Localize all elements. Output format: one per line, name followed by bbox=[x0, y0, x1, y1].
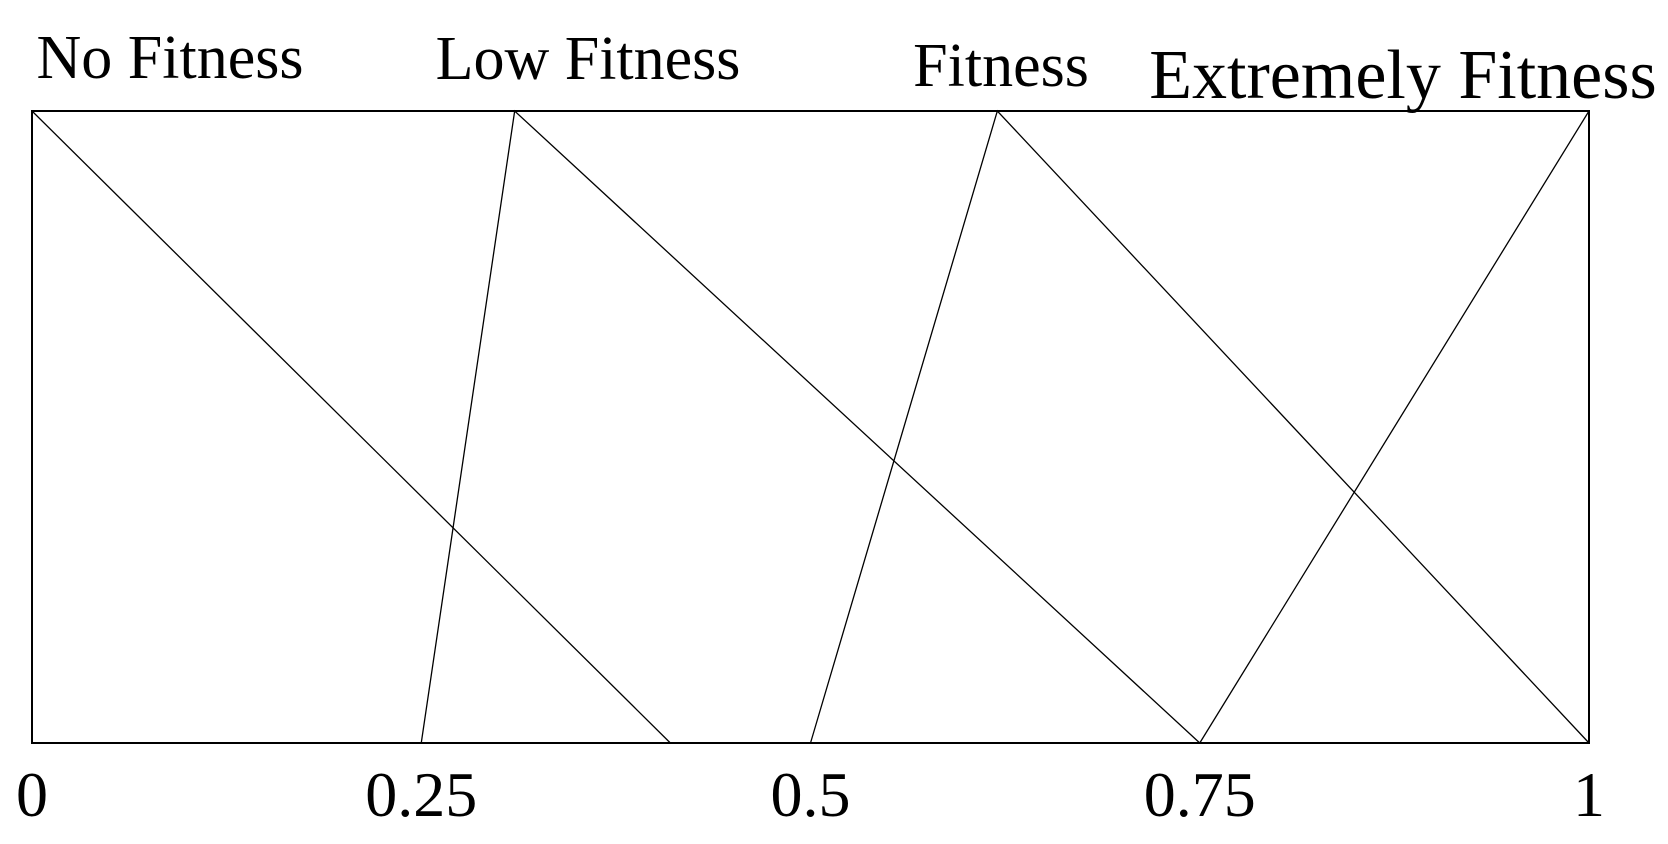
x-tick-label-0-25: 0.25 bbox=[365, 759, 478, 830]
plot-border bbox=[31, 110, 1590, 744]
x-tick-label-0-75: 0.75 bbox=[1143, 759, 1256, 830]
x-tick-label-1: 1 bbox=[1573, 759, 1605, 830]
x-tick-label-0-5: 0.5 bbox=[770, 759, 851, 830]
series-label-no-fitness: No Fitness bbox=[36, 24, 304, 92]
membership-line-no-fitness bbox=[31, 110, 671, 744]
membership-line-fitness bbox=[809, 109, 1590, 744]
membership-line-extremely-fitness bbox=[1199, 110, 1590, 744]
membership-line-low-fitness bbox=[420, 109, 1201, 744]
series-label-fitness: Fitness bbox=[913, 32, 1089, 100]
x-tick-label-0: 0 bbox=[16, 759, 48, 830]
series-label-low-fitness: Low Fitness bbox=[435, 25, 741, 93]
series-label-extremely-fitness: Extremely Fitness bbox=[1149, 37, 1657, 114]
